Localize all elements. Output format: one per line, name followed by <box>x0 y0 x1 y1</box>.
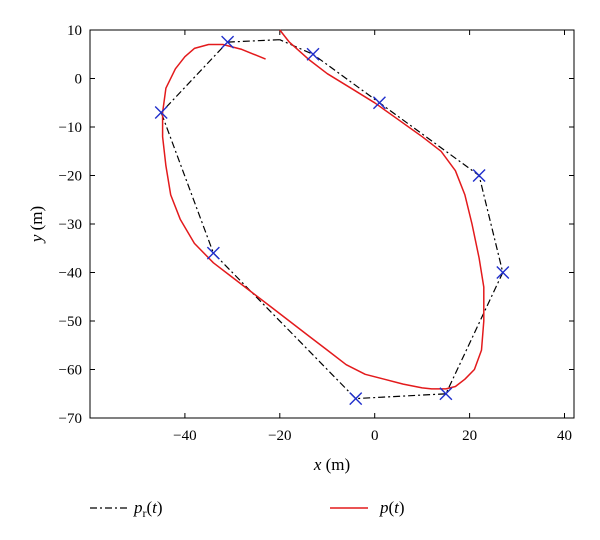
x-tick-label: 0 <box>371 428 379 444</box>
legend-label-p: p(t) <box>379 498 405 517</box>
x-tick-label: 40 <box>557 428 572 444</box>
waypoint-marker <box>439 387 453 401</box>
waypoint-marker <box>154 105 168 119</box>
series-line-pr <box>160 39 504 400</box>
y-tick-label: −30 <box>59 217 82 233</box>
waypoint-marker <box>221 35 235 49</box>
waypoint-marker <box>206 246 220 260</box>
y-tick-label: 10 <box>67 23 82 39</box>
legend-label-pr: pr(t) <box>133 498 163 520</box>
y-tick-label: −60 <box>59 363 82 379</box>
x-axis-label: x (m) <box>313 455 350 474</box>
x-tick-label: −40 <box>173 428 196 444</box>
waypoint-marker <box>472 169 486 182</box>
y-tick-label: −70 <box>59 411 82 427</box>
marker-group <box>154 35 510 406</box>
series-line-p <box>161 29 485 390</box>
waypoint-marker <box>349 392 363 406</box>
plot-frame <box>89 29 575 419</box>
waypoint-marker <box>372 96 386 110</box>
y-tick-label: −40 <box>59 266 82 282</box>
y-tick-label: −10 <box>59 120 82 136</box>
tick-group: −40 −20 0 20 40 10 0 −10 −20 −30 −40 −50 −60 −70 <box>59 23 574 444</box>
y-axis-label: y (m) <box>27 206 46 244</box>
waypoint-marker <box>496 266 510 279</box>
series-group <box>160 29 504 400</box>
legend: pr(t) p(t) <box>90 498 405 520</box>
x-tick-label: 20 <box>462 428 477 444</box>
waypoint-marker <box>306 47 320 61</box>
y-tick-label: −50 <box>59 314 82 330</box>
x-tick-label: −20 <box>268 428 291 444</box>
y-tick-label: −20 <box>59 169 82 185</box>
y-tick-label: 0 <box>75 72 83 88</box>
